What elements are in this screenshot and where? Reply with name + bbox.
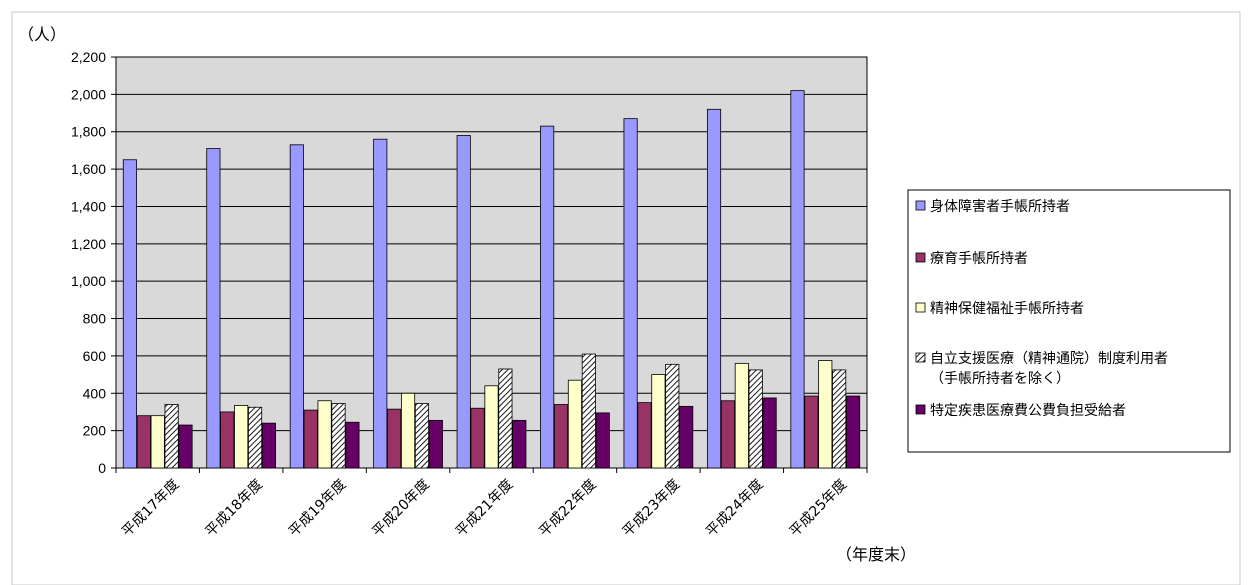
bar (734, 362, 749, 469)
bar (401, 392, 416, 469)
y-tick-label: 200 (83, 423, 107, 439)
bar (832, 369, 847, 469)
y-tick-label: 400 (83, 385, 107, 401)
bar (178, 424, 193, 469)
bar (220, 411, 235, 469)
bar (317, 400, 332, 469)
y-tick-label: 1,200 (71, 236, 106, 252)
y-tick-label: 0 (98, 460, 106, 476)
bar (567, 379, 582, 469)
bar (345, 421, 360, 469)
bar (651, 374, 666, 469)
legend-box (907, 189, 1231, 453)
legend-swatch (915, 404, 926, 415)
bar (122, 159, 137, 469)
bar (414, 403, 430, 469)
y-tick-label: 1,000 (71, 273, 106, 289)
bar (706, 108, 722, 469)
bar (512, 419, 527, 469)
y-tick-label: 2,200 (71, 49, 106, 65)
bar (790, 90, 805, 469)
bar (846, 395, 861, 469)
bar (720, 400, 735, 469)
bar (540, 125, 555, 469)
y-axis: 0 200 400 600 800 1,000 1,200 1,400 1,600 1,800 2,… (71, 49, 116, 476)
legend-label: 療育手帳所持者 (930, 250, 1028, 267)
legend-swatch (915, 352, 926, 363)
bar (595, 412, 610, 469)
bar (289, 144, 304, 469)
bar (206, 148, 221, 469)
bar (470, 407, 485, 469)
legend: 身体障害者手帳所持者療育手帳所持者精神保健福祉手帳所持者自立支援医療（精神通院）… (915, 199, 1168, 419)
y-unit-label: （人） (18, 25, 66, 44)
y-tick-label: 1,800 (71, 124, 106, 140)
bar (248, 406, 263, 469)
legend-swatch (915, 302, 926, 313)
bar (679, 405, 694, 469)
bar (637, 402, 652, 469)
bar (623, 118, 638, 469)
legend-label: 特定疾患医療費公費負担受給者 (930, 402, 1126, 419)
y-tick-label: 1,600 (71, 161, 106, 177)
y-tick-label: 1,400 (71, 198, 106, 214)
bar (303, 409, 318, 469)
legend-swatch (915, 252, 926, 263)
bar (665, 363, 680, 469)
y-tick-label: 800 (83, 311, 107, 327)
y-tick-label: 2,000 (71, 86, 106, 102)
legend-label: 精神保健福祉手帳所持者 (930, 301, 1084, 317)
bar (762, 397, 777, 469)
bar (331, 403, 346, 469)
legend-label: （手帳所持者を除く） (930, 371, 1070, 387)
bar (261, 422, 277, 469)
bar (804, 395, 819, 469)
bar (136, 415, 151, 469)
bar (428, 419, 443, 469)
bars (122, 90, 861, 469)
bar (234, 405, 249, 469)
bar (373, 138, 388, 469)
bar (164, 404, 179, 469)
bar (456, 135, 471, 469)
bar (498, 368, 513, 469)
bar (150, 415, 165, 469)
bar (748, 369, 763, 469)
bar (553, 404, 569, 469)
bar (484, 385, 499, 469)
y-tick-label: 600 (83, 348, 107, 364)
legend-label: 自立支援医療（精神通院）制度利用者 (930, 350, 1168, 367)
bar (387, 408, 402, 469)
legend-swatch (915, 200, 926, 211)
bar (581, 353, 596, 469)
x-unit-label: （年度末） (836, 545, 916, 564)
bar (818, 360, 833, 469)
legend-label: 身体障害者手帳所持者 (930, 199, 1070, 215)
